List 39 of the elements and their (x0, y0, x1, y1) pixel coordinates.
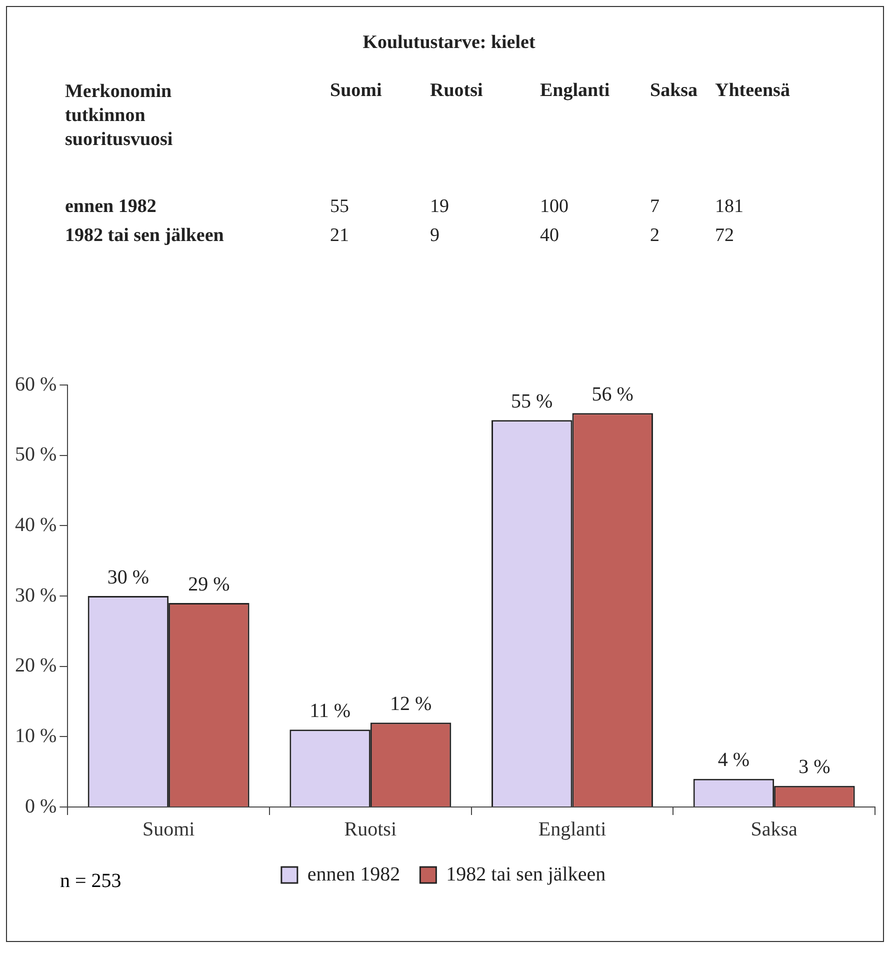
legend-label: ennen 1982 (307, 863, 400, 886)
data-label: 30 % (107, 566, 150, 588)
data-label: 56 % (592, 383, 634, 406)
data-label: 4 % (718, 749, 750, 772)
y-tick-label: 0 % (24, 795, 57, 818)
x-tick-label: Saksa (750, 818, 798, 840)
y-tick-label: 10 % (14, 724, 57, 747)
x-tick-label: Saksa (650, 80, 698, 102)
x-tick-label: Suomi (330, 80, 382, 102)
x-tick-label: Yhteensä (715, 80, 790, 102)
y-tick-label: 50 % (14, 444, 57, 466)
text: n = 253 (60, 870, 122, 893)
data-label: 72 (715, 225, 734, 247)
data-label: 100 (540, 196, 568, 218)
data-label: 29 % (188, 573, 230, 596)
x-tick-label: Suomi (142, 818, 196, 840)
data-label: 21 (330, 225, 349, 247)
data-label: 55 (330, 196, 349, 218)
data-label: 40 (540, 225, 559, 247)
data-label: 2 (650, 225, 660, 247)
y-tick-label: 20 % (14, 654, 57, 677)
data-label: 19 (430, 196, 449, 218)
y-axis-title: Merkonomin tutkinnon suoritusvuosi (65, 80, 174, 152)
data-label: 11 % (310, 700, 351, 722)
data-label: 55 % (511, 390, 553, 412)
data-label: 3 % (798, 756, 830, 778)
data-label: 7 (650, 196, 660, 218)
x-tick-label: Ruotsi (430, 80, 483, 102)
y-tick-label: 60 % (14, 373, 57, 396)
y-tick-label: 40 % (14, 514, 57, 536)
chart-title: Koulutustarve: kielet (362, 32, 536, 54)
x-tick-label: Englanti (540, 80, 610, 102)
data-label: 12 % (390, 692, 432, 715)
data-label: 9 (430, 225, 440, 247)
x-tick-label: Ruotsi (344, 818, 397, 840)
y-tick-label: 30 % (14, 584, 57, 606)
legend-label: 1982 tai sen jälkeen (446, 863, 606, 886)
x-tick-label: Englanti (538, 818, 607, 840)
data-label: 181 (715, 196, 744, 218)
